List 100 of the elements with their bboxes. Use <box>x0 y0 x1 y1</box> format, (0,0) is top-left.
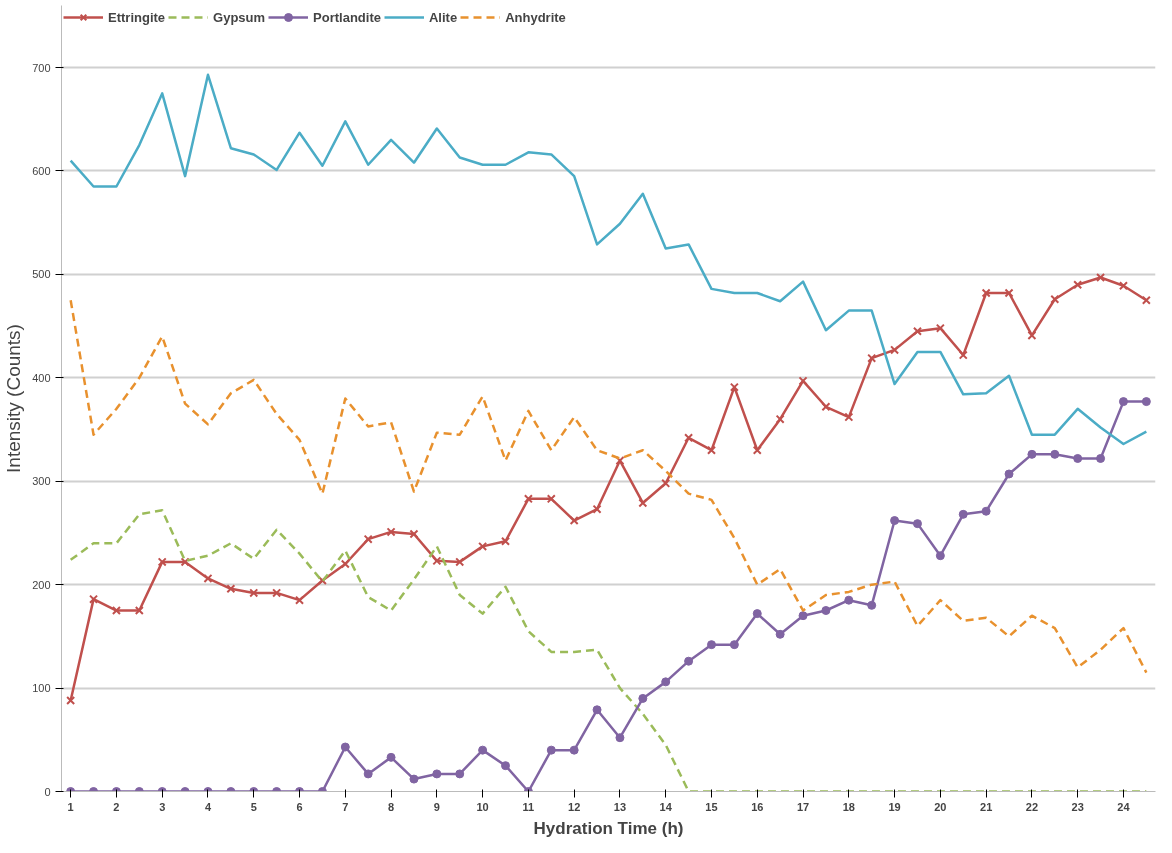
point <box>272 588 282 598</box>
point <box>752 609 762 619</box>
point <box>363 534 373 544</box>
x-tick-label: 1 <box>67 800 74 813</box>
point <box>981 288 991 298</box>
point <box>478 541 488 551</box>
point <box>775 629 785 639</box>
line-series <box>69 508 1148 792</box>
point <box>1141 295 1151 305</box>
point <box>89 594 99 604</box>
point <box>912 519 922 529</box>
point <box>1027 449 1037 459</box>
point <box>752 445 762 455</box>
y-tick-label: 700 <box>32 61 51 74</box>
x-tick-label: 10 <box>476 800 489 813</box>
x-tick-label: 20 <box>934 800 947 813</box>
point <box>340 742 350 752</box>
x-tick-label: 18 <box>842 800 855 813</box>
point <box>775 414 785 424</box>
x-tick-label: 4 <box>204 800 212 813</box>
point <box>1004 288 1014 298</box>
x-tick-label: 3 <box>159 800 166 813</box>
x-tick-label: 16 <box>751 800 764 813</box>
point <box>729 382 739 392</box>
point <box>226 584 236 594</box>
point <box>340 559 350 569</box>
x-tick-label: 12 <box>568 800 581 813</box>
point <box>935 551 945 561</box>
x-tick-label: 8 <box>388 800 395 813</box>
point <box>1073 453 1083 463</box>
point <box>615 456 625 466</box>
legend-label: Alite <box>428 9 458 25</box>
point <box>1027 330 1037 340</box>
point <box>1096 453 1106 463</box>
point <box>729 640 739 650</box>
point <box>706 445 717 455</box>
y-axis-title: Intensity (Counts) <box>3 324 25 473</box>
x-tick-label: 17 <box>796 800 810 813</box>
x-tick-label: 24 <box>1117 800 1131 813</box>
legend-label: Anhydrite <box>505 9 566 25</box>
point <box>294 595 305 605</box>
point <box>821 606 831 616</box>
y-tick-label: 400 <box>32 371 51 384</box>
y-tick-label: 100 <box>32 682 51 695</box>
point <box>66 695 76 706</box>
point <box>523 494 533 504</box>
point <box>1004 469 1014 479</box>
point <box>1050 294 1060 304</box>
point <box>638 498 648 508</box>
point <box>386 527 396 537</box>
point <box>1118 397 1128 407</box>
point <box>958 509 968 519</box>
point <box>455 557 465 567</box>
point <box>409 529 419 539</box>
point <box>203 573 213 583</box>
point <box>111 605 121 616</box>
point <box>409 774 419 784</box>
legend-label: Portlandite <box>313 9 381 25</box>
x-axis-title: Hydration Time (h) <box>533 818 684 838</box>
point <box>592 705 602 715</box>
point <box>455 769 465 779</box>
point <box>1118 281 1128 291</box>
point <box>935 323 945 333</box>
point <box>592 504 602 514</box>
point <box>981 506 991 516</box>
x-tick-label: 6 <box>296 800 303 813</box>
x-tick-label: 7 <box>342 800 349 813</box>
point <box>1141 397 1151 407</box>
point <box>684 433 694 443</box>
point <box>569 516 579 526</box>
x-tick-label: 23 <box>1071 800 1084 813</box>
point <box>890 345 900 355</box>
point <box>546 494 556 504</box>
y-tick-label: 0 <box>44 785 51 798</box>
point <box>867 353 877 363</box>
x-tick-label: 11 <box>522 800 535 813</box>
point <box>798 611 808 621</box>
point <box>478 745 488 755</box>
point <box>958 350 968 360</box>
point <box>890 516 900 526</box>
point <box>500 536 511 546</box>
point <box>180 557 190 567</box>
point <box>821 402 831 412</box>
legend-label: Gypsum <box>213 9 266 25</box>
point <box>546 745 556 755</box>
x-tick-label: 21 <box>980 800 993 813</box>
point <box>134 605 144 616</box>
y-tick-label: 500 <box>32 268 51 281</box>
x-tick-label: 22 <box>1025 800 1039 813</box>
y-tick-label: 200 <box>32 578 51 591</box>
point <box>798 376 808 386</box>
x-tick-label: 2 <box>113 800 120 813</box>
point <box>432 769 442 779</box>
point <box>844 595 854 605</box>
point <box>432 556 442 566</box>
point <box>501 761 511 771</box>
point <box>661 677 671 687</box>
y-tick-label: 300 <box>32 475 51 488</box>
point <box>661 478 671 488</box>
point <box>1073 280 1083 290</box>
